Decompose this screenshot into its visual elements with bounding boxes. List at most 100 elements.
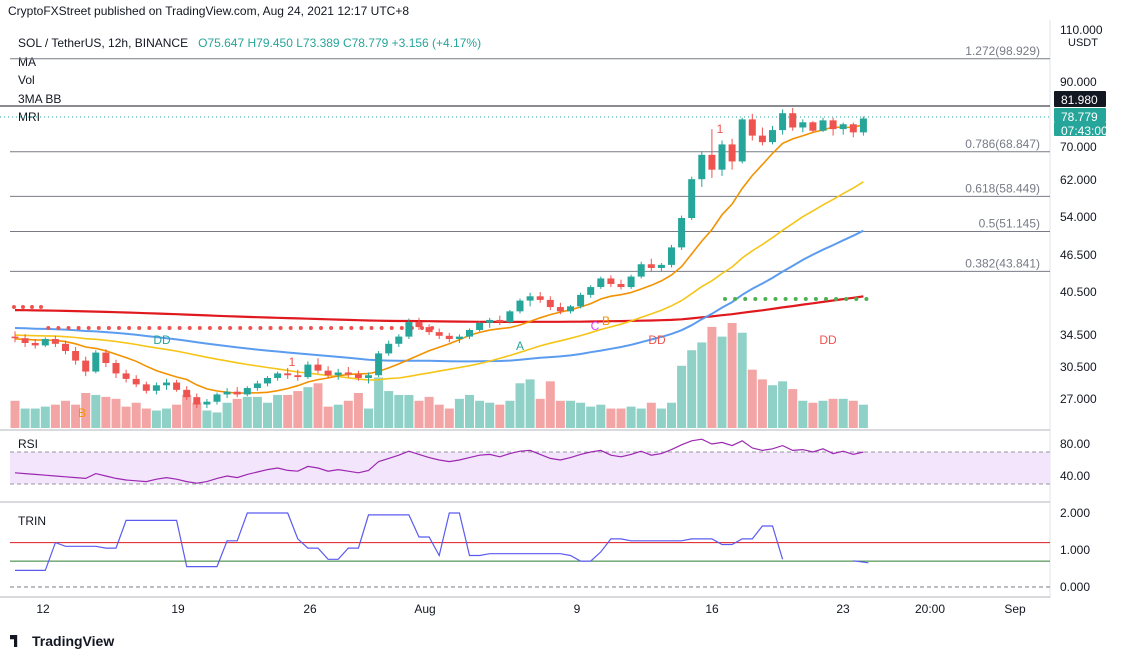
candle-body (789, 113, 797, 128)
mri-green-dot (743, 297, 748, 301)
time-tick-label: 19 (171, 602, 185, 616)
volume-bar (475, 400, 485, 428)
price-tick-label: 70.000 (1060, 140, 1097, 154)
time-tick-label: Aug (414, 602, 435, 616)
mri-green-dot (834, 297, 839, 301)
mri-green-dot (733, 297, 738, 301)
mri-red-dot (228, 326, 233, 330)
indicator-3mabb-label[interactable]: 3MA BB (18, 91, 62, 106)
fib-levels: 1.272(98.929) 0.786(68.847) 0.618(58.449) 0… (10, 44, 1050, 272)
volume-bar (162, 408, 171, 428)
mri-red-dot (369, 326, 374, 330)
mri-red-dot (56, 326, 61, 330)
time-axis[interactable]: 12 19 26 Aug 9 16 23 20:00 Sep (36, 602, 1026, 616)
price-tag-label: 78.779 (1061, 110, 1098, 124)
brand-name: TradingView (32, 633, 115, 649)
candle-body (163, 382, 170, 386)
candle-body (375, 353, 383, 376)
volume-bar (747, 369, 757, 428)
annotation-label: DD (819, 333, 837, 347)
time-tick-label: 20:00 (915, 602, 945, 616)
trin-pane-label[interactable]: TRIN (18, 514, 46, 528)
volume-bar (848, 400, 858, 428)
candle-body (284, 373, 292, 376)
trin-tick-label: 1.000 (1060, 543, 1090, 557)
mri-red-dot (308, 326, 313, 330)
fib-label: 0.618(58.449) (965, 181, 1040, 195)
symbol-label[interactable]: SOL / TetherUS, 12h, BINANCE (18, 36, 189, 50)
candle-body (21, 338, 29, 343)
volume-bar (707, 326, 717, 428)
mri-red-dot (117, 326, 121, 330)
mri-red-dot (39, 305, 43, 309)
candle-body (799, 122, 807, 128)
candle-body (324, 370, 332, 376)
candle-body (264, 377, 271, 384)
mri-red-dot (157, 326, 162, 330)
candle-body (769, 130, 776, 143)
volume-bar (646, 402, 656, 428)
price-axis[interactable]: 27.000 30.500 34.500 40.500 46.500 54.000 62.0… (1054, 23, 1108, 406)
price-tag: 78.779 (1054, 108, 1106, 124)
volume-bar (141, 408, 151, 428)
tradingview-logo-icon (10, 635, 18, 647)
candle-body (425, 327, 433, 333)
candle-body (466, 329, 473, 337)
mri-green-dot (773, 297, 778, 301)
candle-body (486, 319, 494, 323)
volume-bar (20, 408, 30, 428)
volume-bar (283, 394, 293, 428)
moving-averages (12, 124, 869, 395)
time-tick-label: 9 (574, 602, 581, 616)
mri-red-dot (268, 326, 273, 330)
price-tick-label: 110.000 (1060, 23, 1103, 37)
tradingview-logo[interactable]: TradingView (10, 633, 114, 649)
candle-body (728, 144, 736, 162)
volume-bar (252, 396, 262, 428)
rsi-band (10, 452, 1050, 484)
mri-red-dot (278, 326, 283, 330)
candle-body (233, 391, 241, 395)
candle-body (122, 373, 130, 379)
volume-bar (768, 385, 777, 428)
rsi-pane-label[interactable]: RSI (18, 437, 39, 451)
volume-bar (798, 400, 808, 428)
volume-bars (10, 323, 868, 428)
indicator-ma-label[interactable]: MA (18, 54, 36, 69)
volume-bar (687, 350, 697, 428)
candle-body (152, 385, 160, 391)
price-tick-label: 46.500 (1060, 248, 1097, 262)
mri-green-dot (824, 297, 828, 301)
candle-body (213, 394, 221, 402)
candle-body (698, 154, 706, 180)
volume-bar (374, 377, 384, 428)
volume-bar (172, 404, 182, 428)
candle-body (668, 247, 675, 265)
volume-bar (788, 389, 798, 428)
volume-bar (10, 400, 20, 428)
candlesticks (11, 108, 867, 409)
candle-body (829, 120, 837, 130)
volume-bar (91, 394, 101, 428)
candle-body (718, 144, 726, 170)
mri-red-dot (288, 326, 293, 330)
low-value: L73.389 (296, 36, 340, 50)
candle-body (92, 352, 100, 372)
volume-bar (212, 412, 222, 428)
mri-green-dot (783, 297, 788, 301)
mri-green-dot (813, 297, 818, 301)
ma-50-line (14, 229, 864, 363)
price-tag-label: 07:43:00 (1061, 124, 1108, 138)
price-tag: 07:43:00 (1054, 122, 1108, 138)
mri-red-dot (258, 326, 263, 330)
candle-body (183, 389, 191, 398)
time-tick-label: 16 (705, 602, 719, 616)
volume-bar (465, 394, 474, 428)
volume-bar (394, 394, 404, 428)
candle-body (72, 351, 80, 361)
volume-bar (293, 391, 303, 428)
pane-frame (0, 20, 1051, 598)
indicator-vol-label[interactable]: Vol (18, 73, 35, 87)
price-tag: 81.980 (1054, 91, 1106, 107)
